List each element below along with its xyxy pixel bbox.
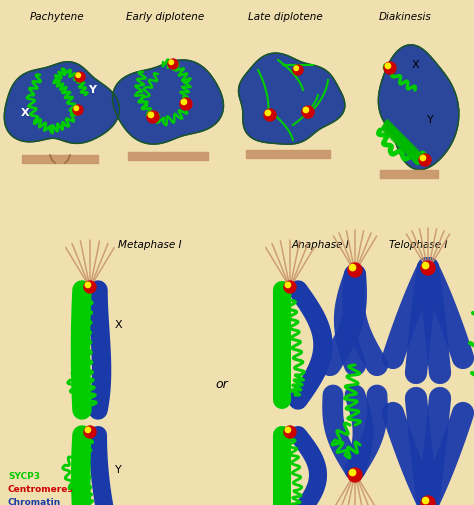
Circle shape bbox=[168, 59, 178, 69]
Circle shape bbox=[84, 281, 96, 293]
Circle shape bbox=[285, 427, 291, 433]
Text: Pachytene: Pachytene bbox=[30, 12, 84, 22]
Polygon shape bbox=[4, 62, 119, 143]
Text: Metaphase I: Metaphase I bbox=[118, 240, 182, 250]
Circle shape bbox=[420, 155, 426, 161]
Text: X: X bbox=[411, 60, 419, 70]
Text: Y: Y bbox=[88, 85, 96, 95]
Text: Chromatin: Chromatin bbox=[8, 498, 61, 505]
Circle shape bbox=[422, 497, 428, 503]
Circle shape bbox=[84, 426, 96, 438]
Circle shape bbox=[73, 105, 83, 115]
Circle shape bbox=[294, 66, 299, 71]
Circle shape bbox=[74, 106, 79, 111]
Circle shape bbox=[421, 261, 435, 275]
Circle shape bbox=[75, 72, 85, 82]
Text: X: X bbox=[21, 108, 29, 118]
Circle shape bbox=[349, 265, 356, 271]
Polygon shape bbox=[112, 60, 224, 144]
Circle shape bbox=[284, 426, 296, 438]
Circle shape bbox=[147, 111, 159, 123]
Circle shape bbox=[181, 99, 187, 105]
Text: Anaphase I: Anaphase I bbox=[291, 240, 349, 250]
Circle shape bbox=[302, 106, 314, 118]
Circle shape bbox=[76, 73, 81, 77]
Circle shape bbox=[148, 112, 154, 118]
Circle shape bbox=[349, 470, 356, 476]
Circle shape bbox=[421, 496, 435, 505]
Text: Telophase I: Telophase I bbox=[389, 240, 447, 250]
Text: Centromeres: Centromeres bbox=[8, 485, 74, 494]
Circle shape bbox=[169, 60, 173, 65]
Circle shape bbox=[422, 263, 428, 269]
Text: Early diplotene: Early diplotene bbox=[126, 12, 204, 22]
Polygon shape bbox=[238, 53, 345, 144]
Text: or: or bbox=[216, 379, 228, 391]
Circle shape bbox=[348, 468, 362, 482]
Circle shape bbox=[85, 282, 91, 288]
Text: Y: Y bbox=[115, 465, 121, 475]
Circle shape bbox=[265, 110, 271, 116]
Circle shape bbox=[285, 282, 291, 288]
Circle shape bbox=[384, 62, 396, 74]
Circle shape bbox=[385, 63, 391, 69]
Circle shape bbox=[284, 281, 296, 293]
Circle shape bbox=[85, 427, 91, 433]
Circle shape bbox=[348, 263, 362, 277]
Text: X: X bbox=[114, 320, 122, 330]
Circle shape bbox=[303, 107, 309, 113]
Text: Late diplotene: Late diplotene bbox=[247, 12, 322, 22]
Circle shape bbox=[180, 98, 192, 110]
Circle shape bbox=[293, 65, 303, 75]
Text: SYCP3: SYCP3 bbox=[8, 472, 40, 481]
Polygon shape bbox=[378, 45, 459, 170]
Circle shape bbox=[419, 154, 431, 166]
Circle shape bbox=[264, 109, 276, 121]
Text: Diakinesis: Diakinesis bbox=[379, 12, 431, 22]
Text: Y: Y bbox=[427, 115, 433, 125]
